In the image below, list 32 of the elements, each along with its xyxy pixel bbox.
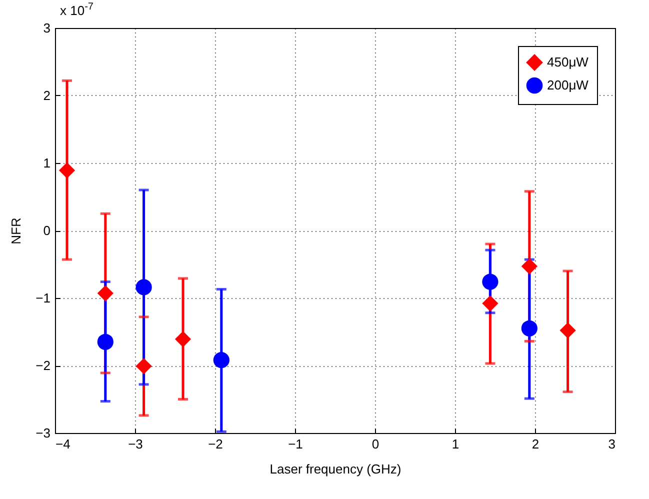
point — [521, 258, 538, 274]
legend-label: 200μW — [547, 78, 590, 92]
point — [174, 331, 192, 348]
y-axis-title: NFR — [8, 218, 24, 244]
x-tick-label: −1 — [288, 436, 303, 452]
point — [97, 334, 114, 350]
point — [213, 352, 230, 368]
x-tick-label: 0 — [372, 436, 380, 452]
point — [136, 279, 152, 296]
x-tick-label: 2 — [532, 436, 540, 452]
y-tick-label: −1 — [36, 290, 50, 306]
y-tick-label: −3 — [36, 426, 50, 440]
point — [136, 358, 152, 374]
point — [58, 162, 76, 178]
point — [482, 295, 498, 312]
y-tick-label: 1 — [43, 156, 50, 170]
x-tick-label: −4 — [56, 436, 70, 452]
y-tick-label: 0 — [43, 223, 50, 238]
x-tick-label: 1 — [452, 436, 460, 452]
text: x 10$^{-7}$ — [60, 2, 94, 18]
x-tick-label: −2 — [208, 436, 223, 452]
x-axis-title: Laser frequency (GHz) — [270, 462, 402, 476]
point — [521, 320, 538, 336]
x-tick-label: −3 — [128, 436, 143, 452]
y-tick-label: 2 — [43, 88, 50, 103]
x-tick-label: 3 — [608, 436, 616, 452]
y-tick-label: 3 — [43, 20, 50, 36]
legend-label: 450μW — [547, 54, 590, 70]
point — [97, 285, 114, 302]
point — [560, 322, 576, 338]
y-tick-label: −2 — [36, 358, 50, 373]
point — [482, 274, 498, 290]
